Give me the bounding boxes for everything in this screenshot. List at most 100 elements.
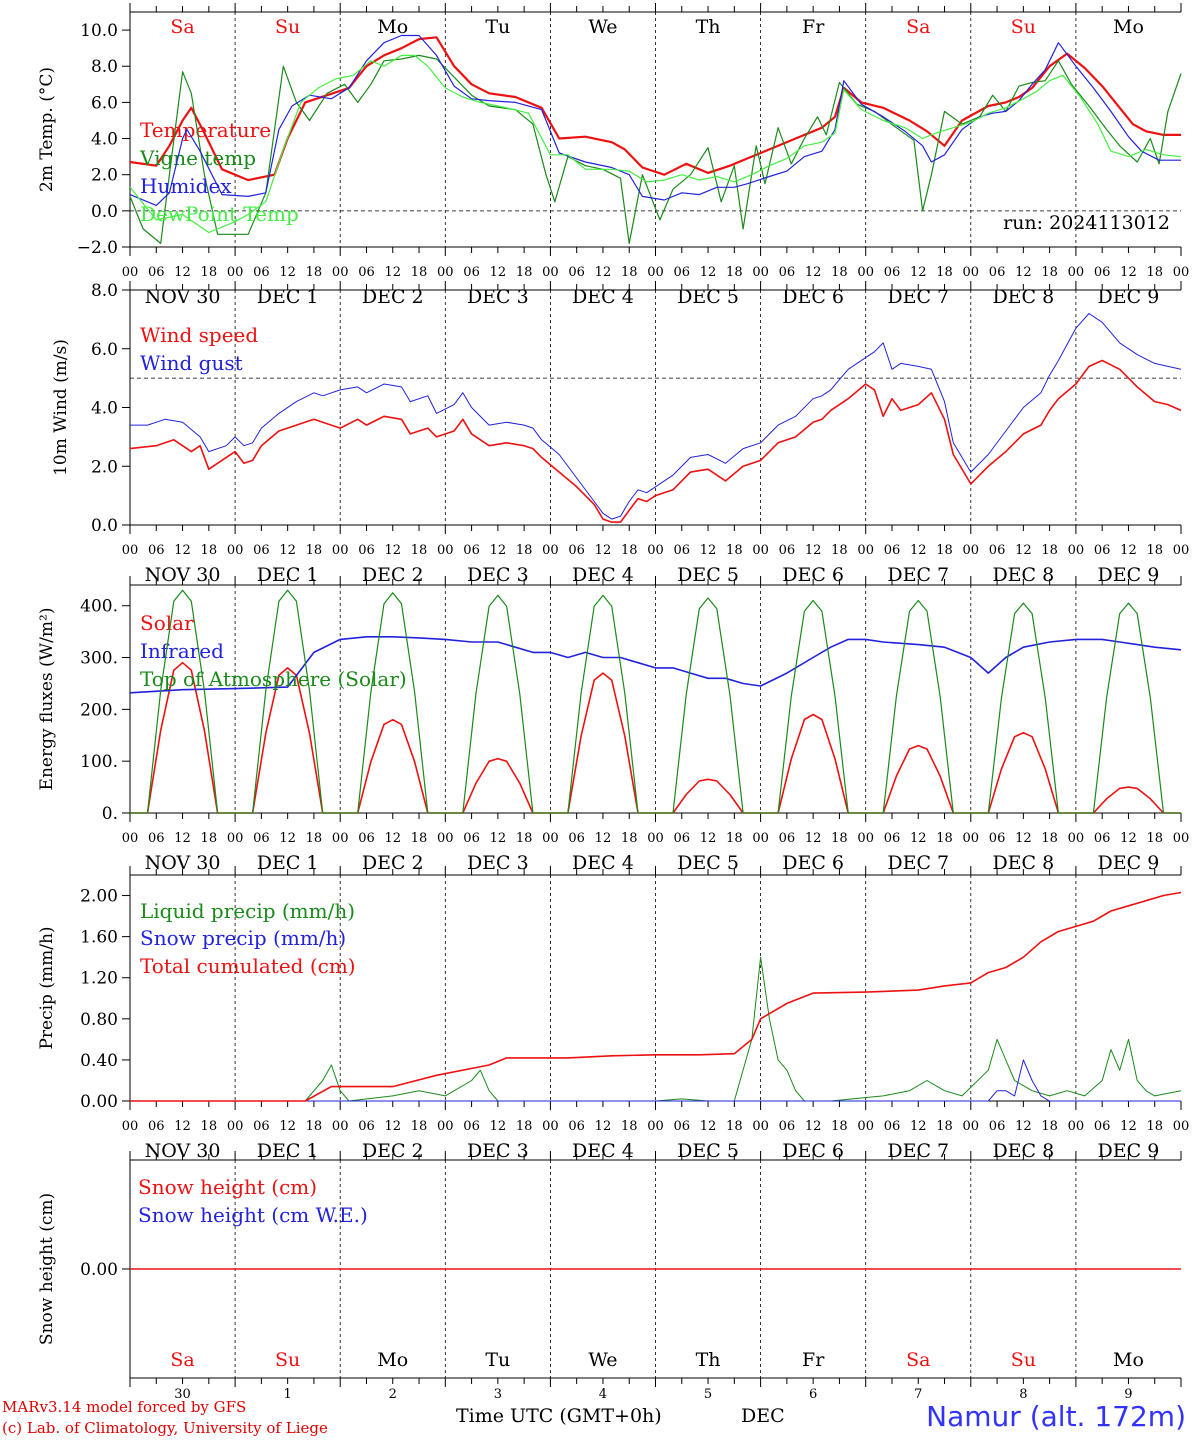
hour-tick-label: 00 — [963, 1119, 980, 1134]
weekday-label: Su — [1011, 1349, 1036, 1371]
hour-tick-label: 12 — [700, 1119, 717, 1134]
hour-tick-label: 18 — [306, 1119, 323, 1134]
weekday-label: Fr — [802, 16, 825, 38]
day-number-label: 5 — [704, 1387, 712, 1402]
date-label: DEC 8 — [992, 852, 1054, 874]
hour-tick-label: 00 — [1173, 265, 1190, 280]
hour-tick-label: 00 — [122, 543, 139, 558]
day-number-label: 6 — [809, 1387, 817, 1402]
hour-tick-label: 00 — [227, 265, 244, 280]
hour-tick-label: 18 — [1041, 543, 1058, 558]
hour-tick-label: 06 — [253, 831, 270, 846]
series-line-vigne-temp — [129, 54, 1182, 244]
day-number-label: 4 — [599, 1387, 607, 1402]
hour-tick-label: 00 — [857, 831, 874, 846]
hour-tick-label: 18 — [831, 1119, 848, 1134]
day-number-label: 1 — [284, 1387, 292, 1402]
date-label: DEC 4 — [572, 852, 634, 874]
hour-tick-label: 06 — [779, 543, 796, 558]
legend-entry: Total cumulated (cm) — [140, 954, 356, 978]
day-number-label: 30 — [174, 1387, 191, 1402]
weekday-label: Su — [275, 16, 300, 38]
y-tick-label: 400. — [80, 597, 118, 617]
hour-tick-label: 06 — [989, 265, 1006, 280]
day-number-label: 7 — [914, 1387, 922, 1402]
y-tick-label: 300. — [80, 649, 118, 669]
hour-tick-label: 00 — [437, 265, 454, 280]
y-tick-label: 200. — [80, 700, 118, 720]
panel-2: 0.0 2.0 4.0 6.0 8.0 10m Wind (m/s) 00 06 12 18 00 0… — [51, 281, 1189, 586]
hour-tick-label: 00 — [752, 265, 769, 280]
weekday-label: Th — [696, 16, 721, 38]
weekday-label: Sa — [906, 1349, 930, 1371]
hour-tick-label: 18 — [306, 265, 323, 280]
hour-tick-label: 12 — [490, 831, 507, 846]
hour-tick-label: 06 — [989, 831, 1006, 846]
panel-5: 0.00 Snow height (cm) Sa Su Mo Tu We Th Fr Sa Su Mo… — [37, 1151, 1182, 1402]
hour-tick-label: 06 — [1094, 831, 1111, 846]
legend-entry: DewPoint Temp — [140, 202, 299, 226]
day-number-label: 8 — [1019, 1387, 1027, 1402]
hour-tick-label: 06 — [568, 831, 585, 846]
date-label: DEC 4 — [572, 1140, 634, 1162]
legend-entry: Wind gust — [140, 351, 243, 375]
y-tick-label: 4.0 — [91, 130, 118, 150]
hour-tick-label: 06 — [884, 265, 901, 280]
legend-entry: Top of Atmosphere (Solar) — [140, 667, 407, 691]
legend-entry: Snow height (cm W.E.) — [138, 1203, 368, 1227]
hour-tick-label: 18 — [306, 831, 323, 846]
hour-tick-label: 12 — [174, 831, 191, 846]
hour-tick-label: 12 — [384, 1119, 401, 1134]
hour-tick-label: 00 — [332, 265, 349, 280]
run-annotation: run: 2024113012 — [1003, 212, 1170, 234]
weekday-label: Su — [1011, 16, 1036, 38]
date-label: DEC 4 — [572, 564, 634, 586]
weekday-label: Fr — [802, 1349, 825, 1371]
hour-tick-label: 00 — [1068, 1119, 1085, 1134]
station-label: Namur (alt. 172m) — [926, 1400, 1186, 1433]
date-label: DEC 9 — [1098, 1140, 1160, 1162]
hour-tick-label: 00 — [542, 1119, 559, 1134]
hour-tick-label: 00 — [332, 1119, 349, 1134]
hour-tick-label: 12 — [490, 265, 507, 280]
hour-tick-label: 06 — [253, 265, 270, 280]
legend-entry: Liquid precip (mm/h) — [140, 899, 355, 923]
hour-tick-label: 18 — [726, 543, 743, 558]
month-label: DEC — [741, 1405, 785, 1427]
hour-tick-label: 12 — [700, 265, 717, 280]
date-label: DEC 3 — [467, 286, 529, 308]
date-label: DEC 2 — [362, 852, 424, 874]
hour-tick-label: 06 — [568, 265, 585, 280]
y-tick-label: 6.0 — [91, 93, 118, 113]
hour-tick-label: 00 — [752, 831, 769, 846]
hour-tick-label: 12 — [910, 1119, 927, 1134]
hour-tick-label: 00 — [963, 543, 980, 558]
y-tick-label: 8.0 — [91, 281, 118, 301]
date-label: DEC 5 — [677, 564, 739, 586]
hour-tick-label: 06 — [148, 831, 165, 846]
y-axis-label: Energy fluxes (W/m²) — [37, 608, 57, 791]
hour-tick-label: 18 — [411, 543, 428, 558]
legend-entry: Temperature — [140, 118, 271, 142]
hour-tick-label: 06 — [463, 543, 480, 558]
hour-tick-label: 18 — [411, 1119, 428, 1134]
hour-tick-label: 18 — [201, 831, 218, 846]
hour-tick-label: 00 — [437, 1119, 454, 1134]
hour-tick-label: 12 — [805, 543, 822, 558]
date-label: DEC 2 — [362, 564, 424, 586]
y-axis-label: 2m Temp. (°C) — [37, 67, 57, 192]
hour-tick-label: 06 — [884, 543, 901, 558]
hour-tick-label: 06 — [358, 543, 375, 558]
hour-tick-label: 06 — [148, 1119, 165, 1134]
date-label: DEC 1 — [257, 564, 319, 586]
hour-tick-label: 06 — [884, 831, 901, 846]
hour-tick-label: 12 — [1120, 265, 1137, 280]
hour-tick-label: 12 — [805, 265, 822, 280]
hour-tick-label: 06 — [1094, 265, 1111, 280]
date-label: DEC 7 — [887, 286, 949, 308]
hour-tick-label: 18 — [1041, 265, 1058, 280]
hour-tick-label: 00 — [542, 543, 559, 558]
date-label: DEC 6 — [782, 852, 844, 874]
hour-tick-label: 18 — [411, 831, 428, 846]
hour-tick-label: 00 — [857, 265, 874, 280]
